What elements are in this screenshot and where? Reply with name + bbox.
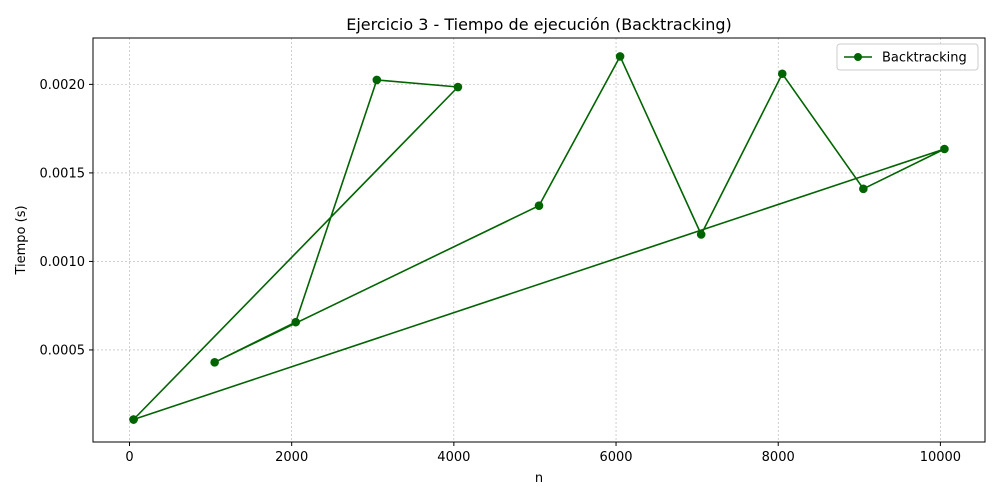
legend: Backtracking <box>836 43 979 71</box>
x-tick-label: 8000 <box>762 450 795 465</box>
legend-marker <box>854 53 862 61</box>
x-axis-label: n <box>535 471 543 486</box>
data-point <box>696 230 706 239</box>
chart-title: Ejercicio 3 - Tiempo de ejecución (Backt… <box>346 15 732 34</box>
data-point <box>777 69 787 79</box>
x-tick-label: 2000 <box>275 450 308 465</box>
data-point <box>534 201 544 210</box>
data-point <box>615 52 625 61</box>
y-axis-label: Tiempo (s) <box>14 205 29 275</box>
y-tick-label: 0.0010 <box>40 255 86 270</box>
data-point <box>210 358 219 367</box>
series-layer <box>129 52 949 424</box>
data-point <box>859 184 868 194</box>
data-point <box>940 144 949 154</box>
y-axis: 0.0005 0.0010 0.0015 0.0020 <box>40 78 93 358</box>
y-tick-label: 0.0020 <box>40 78 86 93</box>
data-point <box>291 317 301 327</box>
legend-label: Backtracking <box>882 51 967 66</box>
x-tick-label: 4000 <box>437 450 470 465</box>
plot-frame <box>92 37 986 443</box>
legend-box <box>836 43 979 71</box>
data-point <box>372 75 382 85</box>
data-point <box>453 82 463 92</box>
data-point <box>129 415 138 424</box>
series-line <box>132 55 946 421</box>
y-tick-label: 0.0005 <box>40 343 86 358</box>
x-axis: 0 2000 4000 6000 8000 10000 <box>125 442 961 465</box>
x-tick-label: 10000 <box>920 450 961 465</box>
x-tick-label: 6000 <box>599 450 632 465</box>
x-tick-label: 0 <box>125 450 133 465</box>
y-tick-label: 0.0015 <box>40 166 86 181</box>
